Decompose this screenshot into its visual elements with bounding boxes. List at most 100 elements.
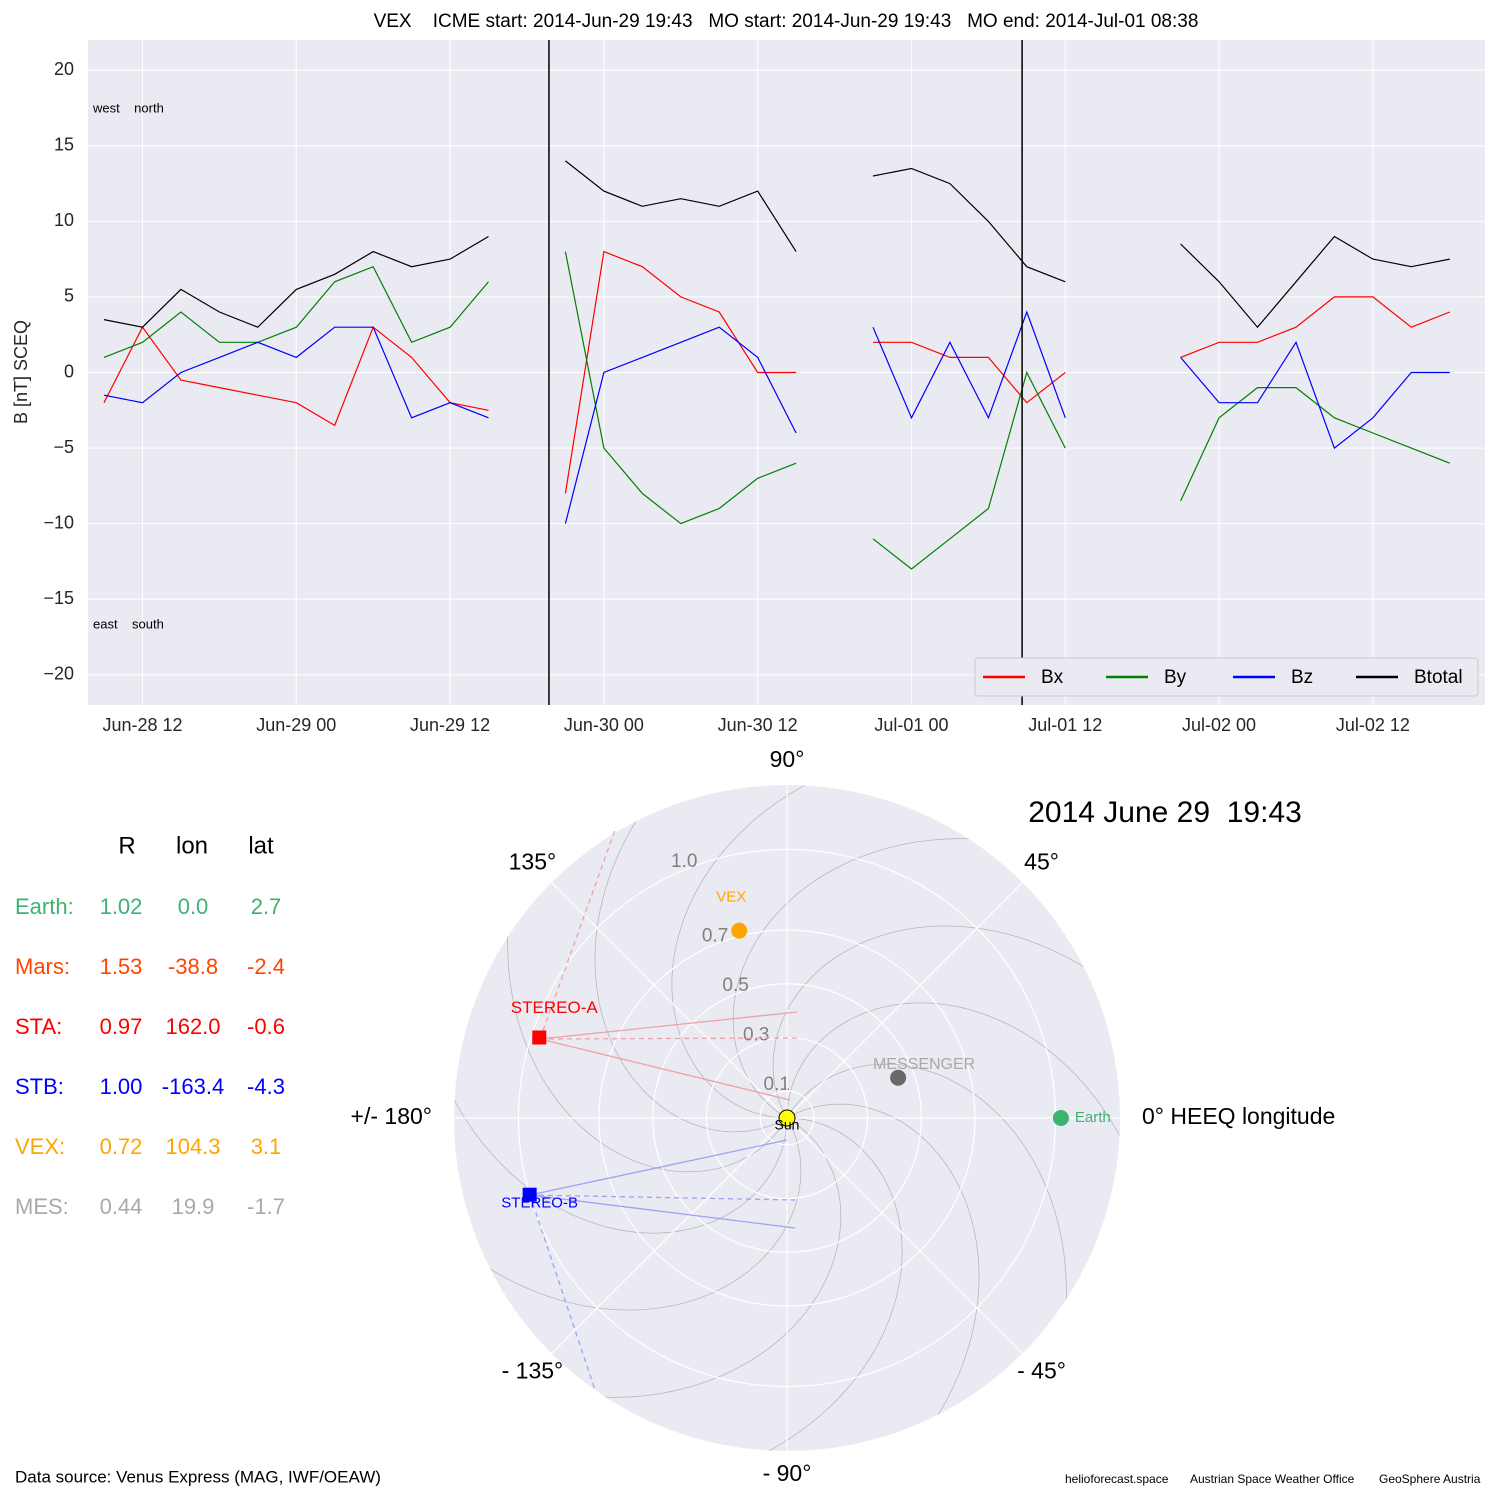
table-cell: 0.0 <box>178 894 209 919</box>
series-line <box>103 251 1451 570</box>
table-cell: 1.02 <box>100 894 143 919</box>
theta-tick-label: - 90° <box>763 1460 812 1486</box>
table-cell: Mars: <box>15 954 70 979</box>
x-tick-label: Jun-30 12 <box>718 715 798 735</box>
series-line <box>103 310 1450 524</box>
r-tick-label: 0.5 <box>722 975 748 996</box>
theta-tick-label: 45° <box>1024 849 1059 875</box>
data-source: Data source: Venus Express (MAG, IWF/OEA… <box>15 1467 381 1486</box>
theta-tick-label: 135° <box>509 849 557 875</box>
polar-plot: 0.1 0.3 0.5 0.7 1.0 <box>454 785 1120 1451</box>
credit: Austrian Space Weather Office <box>1190 1472 1355 1486</box>
theta-grid-line <box>786 1117 1023 1354</box>
body-label: STEREO-A <box>511 998 599 1017</box>
theta-tick-label: 90° <box>770 746 805 772</box>
table-header: lon <box>176 832 208 859</box>
parker-spiral <box>594 785 794 1133</box>
y-tick-label: 10 <box>54 210 74 230</box>
table-cell: VEX: <box>15 1134 65 1159</box>
y-tick-label: 20 <box>54 59 74 79</box>
theta-grid-line <box>551 882 788 1119</box>
parker-spiral <box>772 925 1120 1125</box>
fov-line <box>539 829 616 1040</box>
theta-grid-line <box>551 1117 788 1354</box>
table-cell: -0.6 <box>247 1014 285 1039</box>
theta-tick-label: 0° HEEQ longitude <box>1142 1103 1335 1129</box>
body-marker <box>778 1109 796 1127</box>
x-tick-label: Jul-02 12 <box>1336 715 1410 735</box>
table-cell: 1.53 <box>100 954 143 979</box>
credit: helioforecast.space <box>1065 1472 1169 1486</box>
table-cell: STB: <box>15 1074 64 1099</box>
parker-spiral <box>786 1002 1120 1341</box>
parker-spiral <box>454 895 788 1234</box>
y-axis-label: B [nT] SCEQ <box>11 320 31 424</box>
body-label: Earth <box>1075 1109 1111 1126</box>
theta-tick-label: +/- 180° <box>351 1103 432 1129</box>
table-cell: MES: <box>15 1194 69 1219</box>
table-cell: -38.8 <box>168 954 218 979</box>
series-line <box>103 250 1451 494</box>
credit: GeoSphere Austria <box>1379 1472 1481 1486</box>
table-header: R <box>118 832 135 859</box>
theta-tick-label: - 45° <box>1017 1358 1066 1384</box>
table-cell: 0.72 <box>100 1134 143 1159</box>
annotation: east south <box>93 616 164 631</box>
y-tick-label: 0 <box>64 361 74 381</box>
r-tick-label: 1.0 <box>671 851 697 872</box>
r-tick-label: 0.7 <box>702 925 728 946</box>
theta-grid-line <box>786 882 1023 1119</box>
date-label: 2014 June 29 19:43 <box>1028 796 1302 829</box>
body-marker <box>890 1069 907 1086</box>
fov-line <box>529 1194 796 1201</box>
y-tick-label: −15 <box>43 588 74 608</box>
y-tick-label: 5 <box>64 286 74 306</box>
x-tick-label: Jun-29 00 <box>256 715 336 735</box>
parker-spiral <box>671 785 1010 1119</box>
series-line <box>103 160 1450 329</box>
legend-label: By <box>1164 667 1187 688</box>
parker-spiral <box>454 1111 802 1311</box>
bodies: Sun Earth STEREO-A STEREO-B VEX MESSENGER <box>501 889 1110 1212</box>
x-tick-label: Jun-30 00 <box>564 715 644 735</box>
legend-label: Bx <box>1041 667 1064 688</box>
table-cell: 162.0 <box>165 1014 220 1039</box>
r-tick-label: 0.1 <box>764 1074 790 1095</box>
chart-title: VEX ICME start: 2014-Jun-29 19:43 MO sta… <box>374 11 1199 32</box>
body-marker <box>532 1030 547 1045</box>
table-cell: 0.44 <box>100 1194 143 1219</box>
y-tick-label: 15 <box>54 135 74 155</box>
annotation: west north <box>92 100 164 115</box>
legend-box <box>974 657 1479 697</box>
y-tick-label: −10 <box>43 512 74 532</box>
body-label: VEX <box>716 889 746 906</box>
fov-line <box>529 1139 788 1196</box>
body-label: Sun <box>775 1117 800 1133</box>
theta-tick-label: - 135° <box>502 1358 564 1384</box>
table-cell: 3.1 <box>251 1134 282 1159</box>
y-tick-label: −5 <box>53 437 74 457</box>
table-cell: 19.9 <box>172 1194 215 1219</box>
fov-line <box>539 1011 798 1040</box>
x-tick-label: Jul-01 00 <box>874 715 948 735</box>
table-cell: STA: <box>15 1014 62 1039</box>
x-tick-label: Jun-28 12 <box>102 715 182 735</box>
body-label: STEREO-B <box>501 1195 578 1212</box>
time-series: −20 −15 −10 −5 0 5 10 15 20 Jun-28 12 Jun-29 00 Jun… <box>43 40 1485 735</box>
fov-line <box>529 1194 596 1391</box>
fov-line <box>539 1038 791 1101</box>
body-label: MESSENGER <box>873 1056 975 1073</box>
r-tick-label: 0.3 <box>743 1025 769 1046</box>
legend-label: Bz <box>1291 667 1313 688</box>
fov-line <box>539 1037 798 1040</box>
x-tick-label: Jun-29 12 <box>410 715 490 735</box>
table-cell: 1.00 <box>100 1074 143 1099</box>
table-cell: 2.7 <box>251 894 282 919</box>
table-cell: -2.4 <box>247 954 285 979</box>
fov-lines <box>529 829 798 1391</box>
x-tick-label: Jul-02 00 <box>1182 715 1256 735</box>
table-cell: -1.7 <box>247 1194 285 1219</box>
parker-spiral <box>564 1117 903 1451</box>
